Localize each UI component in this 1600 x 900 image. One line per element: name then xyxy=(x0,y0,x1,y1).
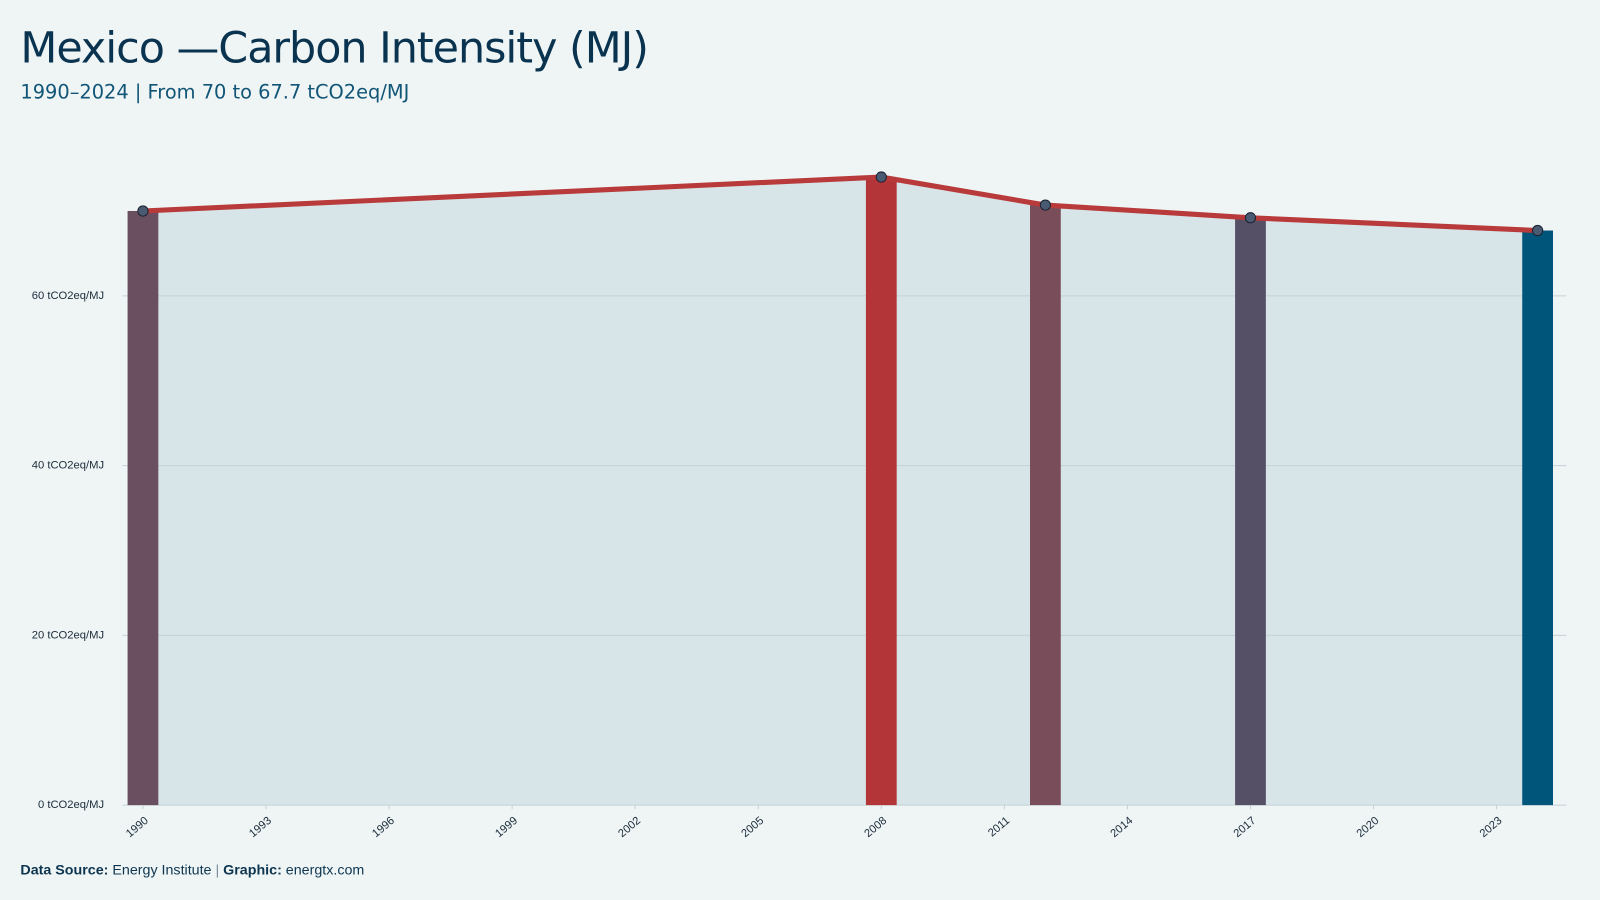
graphic: energtx.com xyxy=(286,862,365,878)
source: Energy Institute xyxy=(112,862,211,878)
point xyxy=(1039,199,1051,211)
separator: | xyxy=(215,862,219,878)
y-tick-label: 60 tCO2eq/MJ xyxy=(32,290,104,302)
x-tick-label: 2002 xyxy=(616,815,643,840)
x-tick-label: 1996 xyxy=(370,815,397,840)
area xyxy=(142,177,1538,806)
graphic-label: Graphic: xyxy=(223,862,282,878)
x-tick-label: 1993 xyxy=(247,815,274,840)
point xyxy=(875,171,887,183)
point xyxy=(137,205,149,217)
y-tick-label: 0 tCO2eq/MJ xyxy=(38,799,104,811)
x-tick-label: 2005 xyxy=(739,815,766,840)
x-tick-label: 2014 xyxy=(1108,815,1135,840)
point xyxy=(1532,224,1544,237)
x-tick-label: 2008 xyxy=(862,815,889,840)
bar xyxy=(1235,217,1266,806)
bar xyxy=(1522,230,1553,806)
chart-title: Mexico —Carbon Intensity (MJ) xyxy=(20,24,648,74)
footer: Data Source: Energy Institute | Graphic:… xyxy=(20,862,364,878)
x-tick-label: 2020 xyxy=(1355,815,1382,840)
bar xyxy=(865,177,897,806)
x-tick-label: 2023 xyxy=(1478,815,1505,840)
x-tick-label: 1999 xyxy=(493,815,520,840)
x-tick-label: 2017 xyxy=(1232,815,1259,840)
source-label: Data Source: xyxy=(20,862,108,878)
y-tick-label: 40 tCO2eq/MJ xyxy=(32,460,104,472)
point xyxy=(1244,212,1257,224)
bar xyxy=(127,210,159,806)
x-tick-label: 1990 xyxy=(124,815,151,840)
y-tick-label: 20 tCO2eq/MJ xyxy=(32,629,104,641)
chart-subtitle: 1990–2024 | From 70 to 67.7 tCO2eq/MJ xyxy=(20,80,409,103)
bar xyxy=(1029,205,1061,806)
x-tick-label: 2011 xyxy=(986,815,1012,840)
